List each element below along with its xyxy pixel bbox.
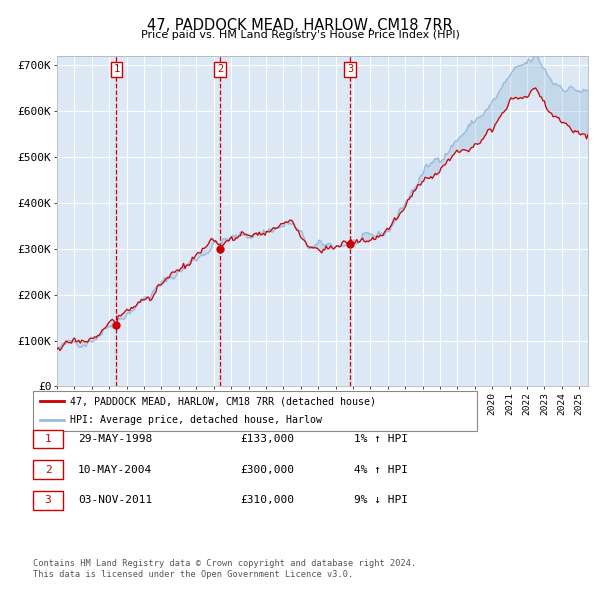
Text: This data is licensed under the Open Government Licence v3.0.: This data is licensed under the Open Gov… <box>33 570 353 579</box>
Text: Contains HM Land Registry data © Crown copyright and database right 2024.: Contains HM Land Registry data © Crown c… <box>33 559 416 568</box>
Text: 2: 2 <box>217 64 223 74</box>
Text: 10-MAY-2004: 10-MAY-2004 <box>78 465 152 474</box>
Text: £300,000: £300,000 <box>240 465 294 474</box>
Text: 1: 1 <box>113 64 119 74</box>
Text: 3: 3 <box>44 496 52 505</box>
Text: £133,000: £133,000 <box>240 434 294 444</box>
Text: 47, PADDOCK MEAD, HARLOW, CM18 7RR (detached house): 47, PADDOCK MEAD, HARLOW, CM18 7RR (deta… <box>70 396 376 407</box>
Text: Price paid vs. HM Land Registry's House Price Index (HPI): Price paid vs. HM Land Registry's House … <box>140 30 460 40</box>
Text: 4% ↑ HPI: 4% ↑ HPI <box>354 465 408 474</box>
Text: £310,000: £310,000 <box>240 496 294 505</box>
Text: 29-MAY-1998: 29-MAY-1998 <box>78 434 152 444</box>
Text: 9% ↓ HPI: 9% ↓ HPI <box>354 496 408 505</box>
Text: 1: 1 <box>44 434 52 444</box>
Text: 2: 2 <box>44 465 52 474</box>
Text: 47, PADDOCK MEAD, HARLOW, CM18 7RR: 47, PADDOCK MEAD, HARLOW, CM18 7RR <box>147 18 453 32</box>
Text: 03-NOV-2011: 03-NOV-2011 <box>78 496 152 505</box>
Text: 3: 3 <box>347 64 353 74</box>
Text: 1% ↑ HPI: 1% ↑ HPI <box>354 434 408 444</box>
Text: HPI: Average price, detached house, Harlow: HPI: Average price, detached house, Harl… <box>70 415 322 425</box>
